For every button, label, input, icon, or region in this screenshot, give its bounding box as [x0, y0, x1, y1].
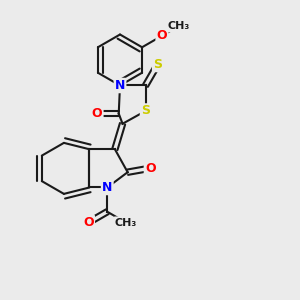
Text: O: O [83, 216, 94, 229]
Text: CH₃: CH₃ [115, 218, 137, 228]
Text: O: O [157, 29, 167, 42]
Text: N: N [102, 181, 112, 194]
Text: S: S [141, 104, 150, 118]
Text: O: O [145, 162, 156, 175]
Text: S: S [153, 58, 162, 71]
Text: N: N [115, 79, 125, 92]
Text: O: O [92, 107, 102, 120]
Text: CH₃: CH₃ [167, 21, 190, 31]
